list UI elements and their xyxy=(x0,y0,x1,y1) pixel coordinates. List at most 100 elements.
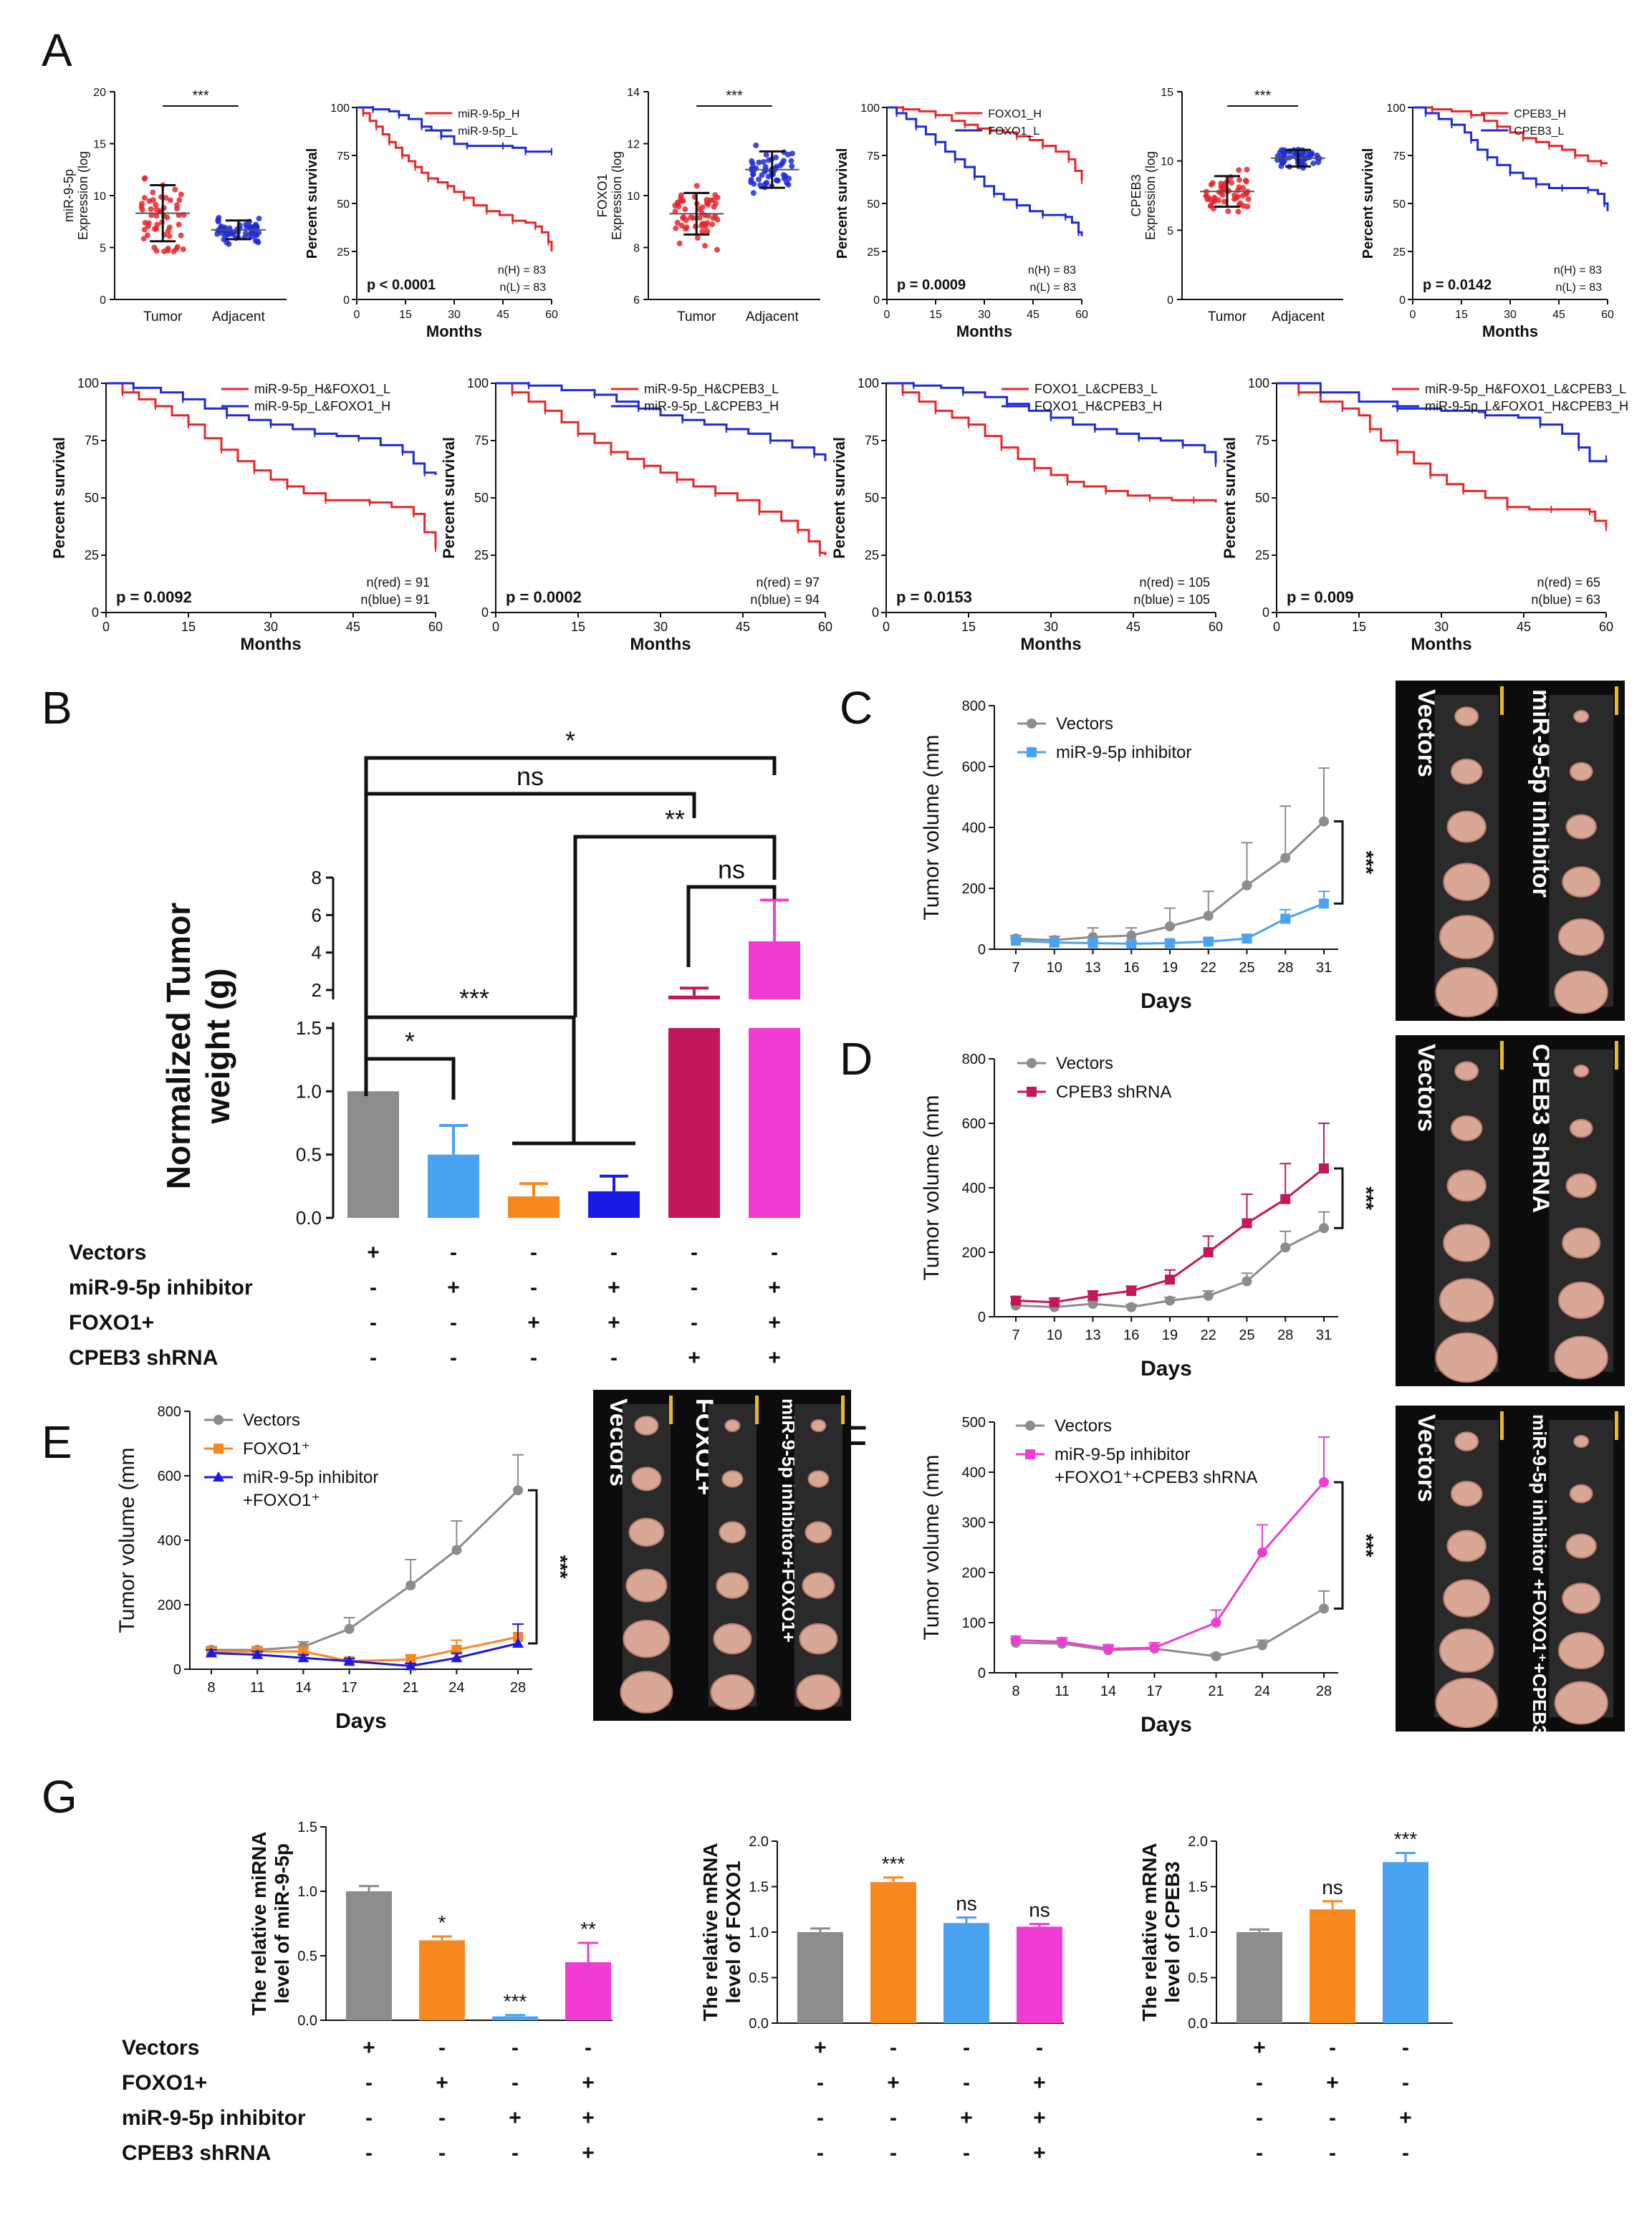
x-axis-label: Months xyxy=(426,322,482,340)
y-tick-label: 5 xyxy=(100,243,106,255)
data-point xyxy=(145,232,151,239)
x-tick-label: 13 xyxy=(1085,960,1100,976)
scale-bar xyxy=(1615,686,1618,715)
x-tick-label: 45 xyxy=(1552,309,1565,321)
photo-ruler-strip xyxy=(1549,1420,1613,1717)
x-tick-label: 0 xyxy=(492,620,499,634)
y-tick-label: 75 xyxy=(865,433,879,448)
x-tick-label: 30 xyxy=(978,309,991,321)
bar-chart-G3: 0.0 0.5 1.0 1.5 2.0 The relative mRNA level of… xyxy=(1138,1828,1453,2165)
condition-sign: + xyxy=(887,2071,900,2095)
survival-plot-A8: 0 25 50 75 100 0 15 30 45 60 Months Percent surviva… xyxy=(440,376,832,654)
condition-sign: - xyxy=(817,2071,824,2095)
x-category-label: Tumor xyxy=(143,309,183,325)
tumor-specimen xyxy=(710,1674,755,1710)
data-point xyxy=(230,231,236,237)
data-point xyxy=(1297,160,1304,167)
x-tick-label: 21 xyxy=(403,1680,418,1696)
data-point xyxy=(148,206,154,212)
tumor-specimen xyxy=(1454,1431,1479,1451)
tumor-specimen xyxy=(1562,1583,1601,1614)
data-marker xyxy=(343,1655,355,1666)
tumor-photo-C: Vectors miR-9-5p inhibitor xyxy=(1396,681,1625,1021)
x-tick-label: 30 xyxy=(264,620,278,634)
data-point xyxy=(153,201,159,208)
data-marker xyxy=(1057,1636,1067,1647)
legend-marker xyxy=(1025,1449,1035,1459)
y-tick-label: 100 xyxy=(1386,102,1406,115)
growth-plot-E: 0 200 400 600 800 8 11 14 17 21 24 28 Days Tumor volu… xyxy=(115,1404,572,1733)
data-point xyxy=(174,206,181,212)
tumor-specimen xyxy=(802,1572,835,1599)
legend-marker xyxy=(1027,747,1037,757)
data-marker xyxy=(513,1485,523,1496)
data-point xyxy=(1218,183,1224,190)
data-point xyxy=(1302,155,1308,162)
data-marker xyxy=(451,1545,462,1555)
survival-plot-A4: 0 25 50 75 100 0 15 30 45 60 Months Percent surviva… xyxy=(835,102,1088,340)
panel-letter-E: E xyxy=(42,1416,72,1468)
data-point xyxy=(682,206,688,213)
survival-curve-red xyxy=(887,106,1083,181)
y-axis-label: Normalized Tumor xyxy=(160,903,197,1190)
y-tick-label: 1.5 xyxy=(297,1820,317,1835)
legend-label: Vectors xyxy=(1056,714,1113,734)
data-marker xyxy=(1126,930,1137,941)
y-tick-label: 0.5 xyxy=(296,1144,322,1166)
data-point xyxy=(176,221,182,228)
data-point xyxy=(244,224,250,231)
bar xyxy=(943,1923,989,2023)
data-marker xyxy=(1165,1274,1175,1285)
tumor-specimen xyxy=(1450,758,1483,785)
x-axis-label: Months xyxy=(956,322,1012,340)
y-axis-label-2: level of miR-9-5p xyxy=(271,1843,293,2004)
y-tick-label: 800 xyxy=(962,698,986,714)
tumor-specimen xyxy=(1554,1681,1608,1725)
legend-marker xyxy=(1027,719,1037,729)
condition-sign: - xyxy=(438,2036,446,2060)
y-axis-label: Percent survival xyxy=(50,437,68,559)
data-point xyxy=(145,223,151,229)
condition-sign: - xyxy=(530,1241,537,1264)
x-category-label: Adjacent xyxy=(212,309,266,325)
y-tick-label: 0 xyxy=(978,942,986,958)
x-axis-label: Days xyxy=(1140,989,1192,1013)
tumor-specimen xyxy=(1435,966,1498,1018)
data-marker xyxy=(1126,1302,1137,1312)
y-tick-label: 25 xyxy=(867,246,880,259)
y-tick-label: 75 xyxy=(867,150,880,163)
y-tick-label: 25 xyxy=(865,548,879,562)
y-tick-label: 0.0 xyxy=(296,1207,322,1229)
data-point xyxy=(1310,160,1317,166)
y-axis-label: Percent survival xyxy=(304,148,320,259)
condition-sign: - xyxy=(450,1241,457,1264)
legend-label: FOXO1_H xyxy=(988,108,1042,120)
data-point xyxy=(713,201,719,207)
p-value: p = 0.0009 xyxy=(897,277,966,293)
y-tick-label: 0 xyxy=(873,294,880,307)
data-point xyxy=(140,236,147,242)
y-tick-label: 25 xyxy=(474,548,489,562)
sig-label: *** xyxy=(1355,1534,1378,1557)
photo-ruler-strip xyxy=(622,1404,671,1706)
data-marker xyxy=(1257,1547,1267,1557)
data-point xyxy=(1236,184,1242,191)
y-axis-label-2: Expression (log xyxy=(76,151,90,240)
data-point xyxy=(714,246,721,253)
y-tick-label: 2.0 xyxy=(749,1834,769,1850)
legend-label: miR-9-5p inhibitor xyxy=(1056,743,1191,762)
data-point xyxy=(681,214,687,221)
y-tick-label: 75 xyxy=(337,150,350,163)
x-tick-label: 13 xyxy=(1085,1327,1100,1343)
data-point xyxy=(709,221,716,228)
condition-sign: - xyxy=(585,2036,592,2060)
data-point xyxy=(750,171,757,178)
condition-sign: - xyxy=(771,1241,778,1264)
x-tick-label: 0 xyxy=(1273,620,1280,634)
y-axis-label-2: level of FOXO1 xyxy=(722,1860,744,2003)
condition-sign: + xyxy=(688,1346,701,1370)
bar xyxy=(419,1940,465,2020)
y-tick-label: 1.0 xyxy=(749,1925,769,1941)
data-point xyxy=(139,206,145,213)
condition-sign: - xyxy=(963,2071,970,2095)
